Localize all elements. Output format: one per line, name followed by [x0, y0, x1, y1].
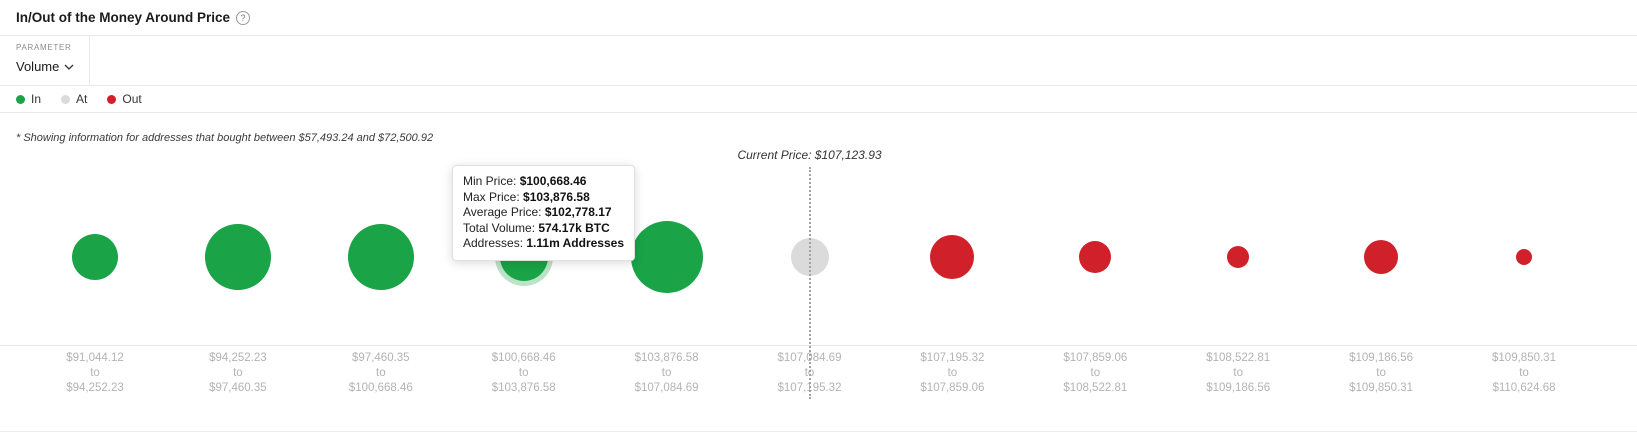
bubble-out[interactable]	[930, 235, 975, 279]
bubble-out[interactable]	[1227, 246, 1250, 268]
tooltip-row: Addresses: 1.11m Addresses	[463, 236, 624, 250]
bubble-out[interactable]	[1516, 249, 1532, 265]
x-axis-label: $103,876.58 to $107,084.69	[634, 352, 699, 394]
parameter-label: PARAMETER	[16, 43, 72, 52]
x-axis-label: $109,850.31 to $110,624.68	[1492, 352, 1556, 394]
x-axis-line	[0, 345, 1637, 346]
parameter-dropdown[interactable]: PARAMETER Volume	[0, 36, 90, 85]
legend-item-in[interactable]: In	[16, 92, 41, 106]
tooltip-row: Total Volume: 574.17k BTC	[463, 220, 610, 235]
header: In/Out of the Money Around Price ?	[0, 0, 1637, 36]
legend-item-out[interactable]: Out	[107, 92, 142, 106]
bubble-in[interactable]	[630, 221, 703, 293]
legend-label: At	[76, 92, 88, 106]
x-axis-label: $109,186.56 to $109,850.31	[1349, 352, 1414, 394]
legend-dot-icon	[61, 94, 71, 104]
legend: In At Out	[0, 86, 1637, 113]
chart-note: * Showing information for addresses that…	[16, 132, 434, 144]
bubble-in[interactable]	[347, 224, 414, 290]
chevron-down-icon	[64, 64, 74, 70]
tooltip-row: Min Price: $100,668.46	[463, 174, 587, 188]
legend-dot-icon	[16, 94, 25, 104]
legend-label: Out	[122, 92, 142, 106]
tooltip-row: Max Price: $103,876.58	[463, 189, 590, 204]
parameter-row: PARAMETER Volume	[0, 36, 1637, 86]
x-axis-label: $107,195.32 to $107,859.06	[920, 352, 985, 394]
x-axis-label: $97,460.35 to $100,668.46	[348, 352, 413, 394]
help-icon[interactable]: ?	[236, 10, 251, 25]
x-axis-label: $91,044.12 to $94,252.23	[66, 352, 124, 394]
tooltip-row: Average Price: $102,778.17	[463, 205, 612, 219]
bubble-out[interactable]	[1364, 240, 1399, 274]
current-price-label: Current Price: $107,123.93	[737, 148, 882, 162]
x-axis-label: $107,859.06 to $108,522.81	[1063, 352, 1128, 394]
chart-area: * Showing information for addresses that…	[0, 113, 1637, 432]
page-title: In/Out of the Money Around Price	[16, 10, 231, 25]
x-axis-label: $94,252.23 to $97,460.35	[209, 352, 267, 394]
bubble-in[interactable]	[72, 234, 118, 280]
legend-label: In	[31, 92, 42, 106]
x-axis-label: $108,522.81 to $109,186.56	[1206, 352, 1271, 394]
parameter-value: Volume	[16, 59, 60, 74]
bubble-out[interactable]	[1079, 241, 1112, 273]
tooltip: Min Price: $100,668.46 Max Price: $103,87…	[452, 165, 635, 261]
legend-item-at[interactable]: At	[61, 92, 87, 106]
legend-dot-icon	[107, 94, 117, 104]
bubble-in[interactable]	[204, 224, 271, 290]
x-axis-label: $100,668.46 to $103,876.58	[491, 352, 556, 394]
current-price-line	[808, 167, 811, 399]
